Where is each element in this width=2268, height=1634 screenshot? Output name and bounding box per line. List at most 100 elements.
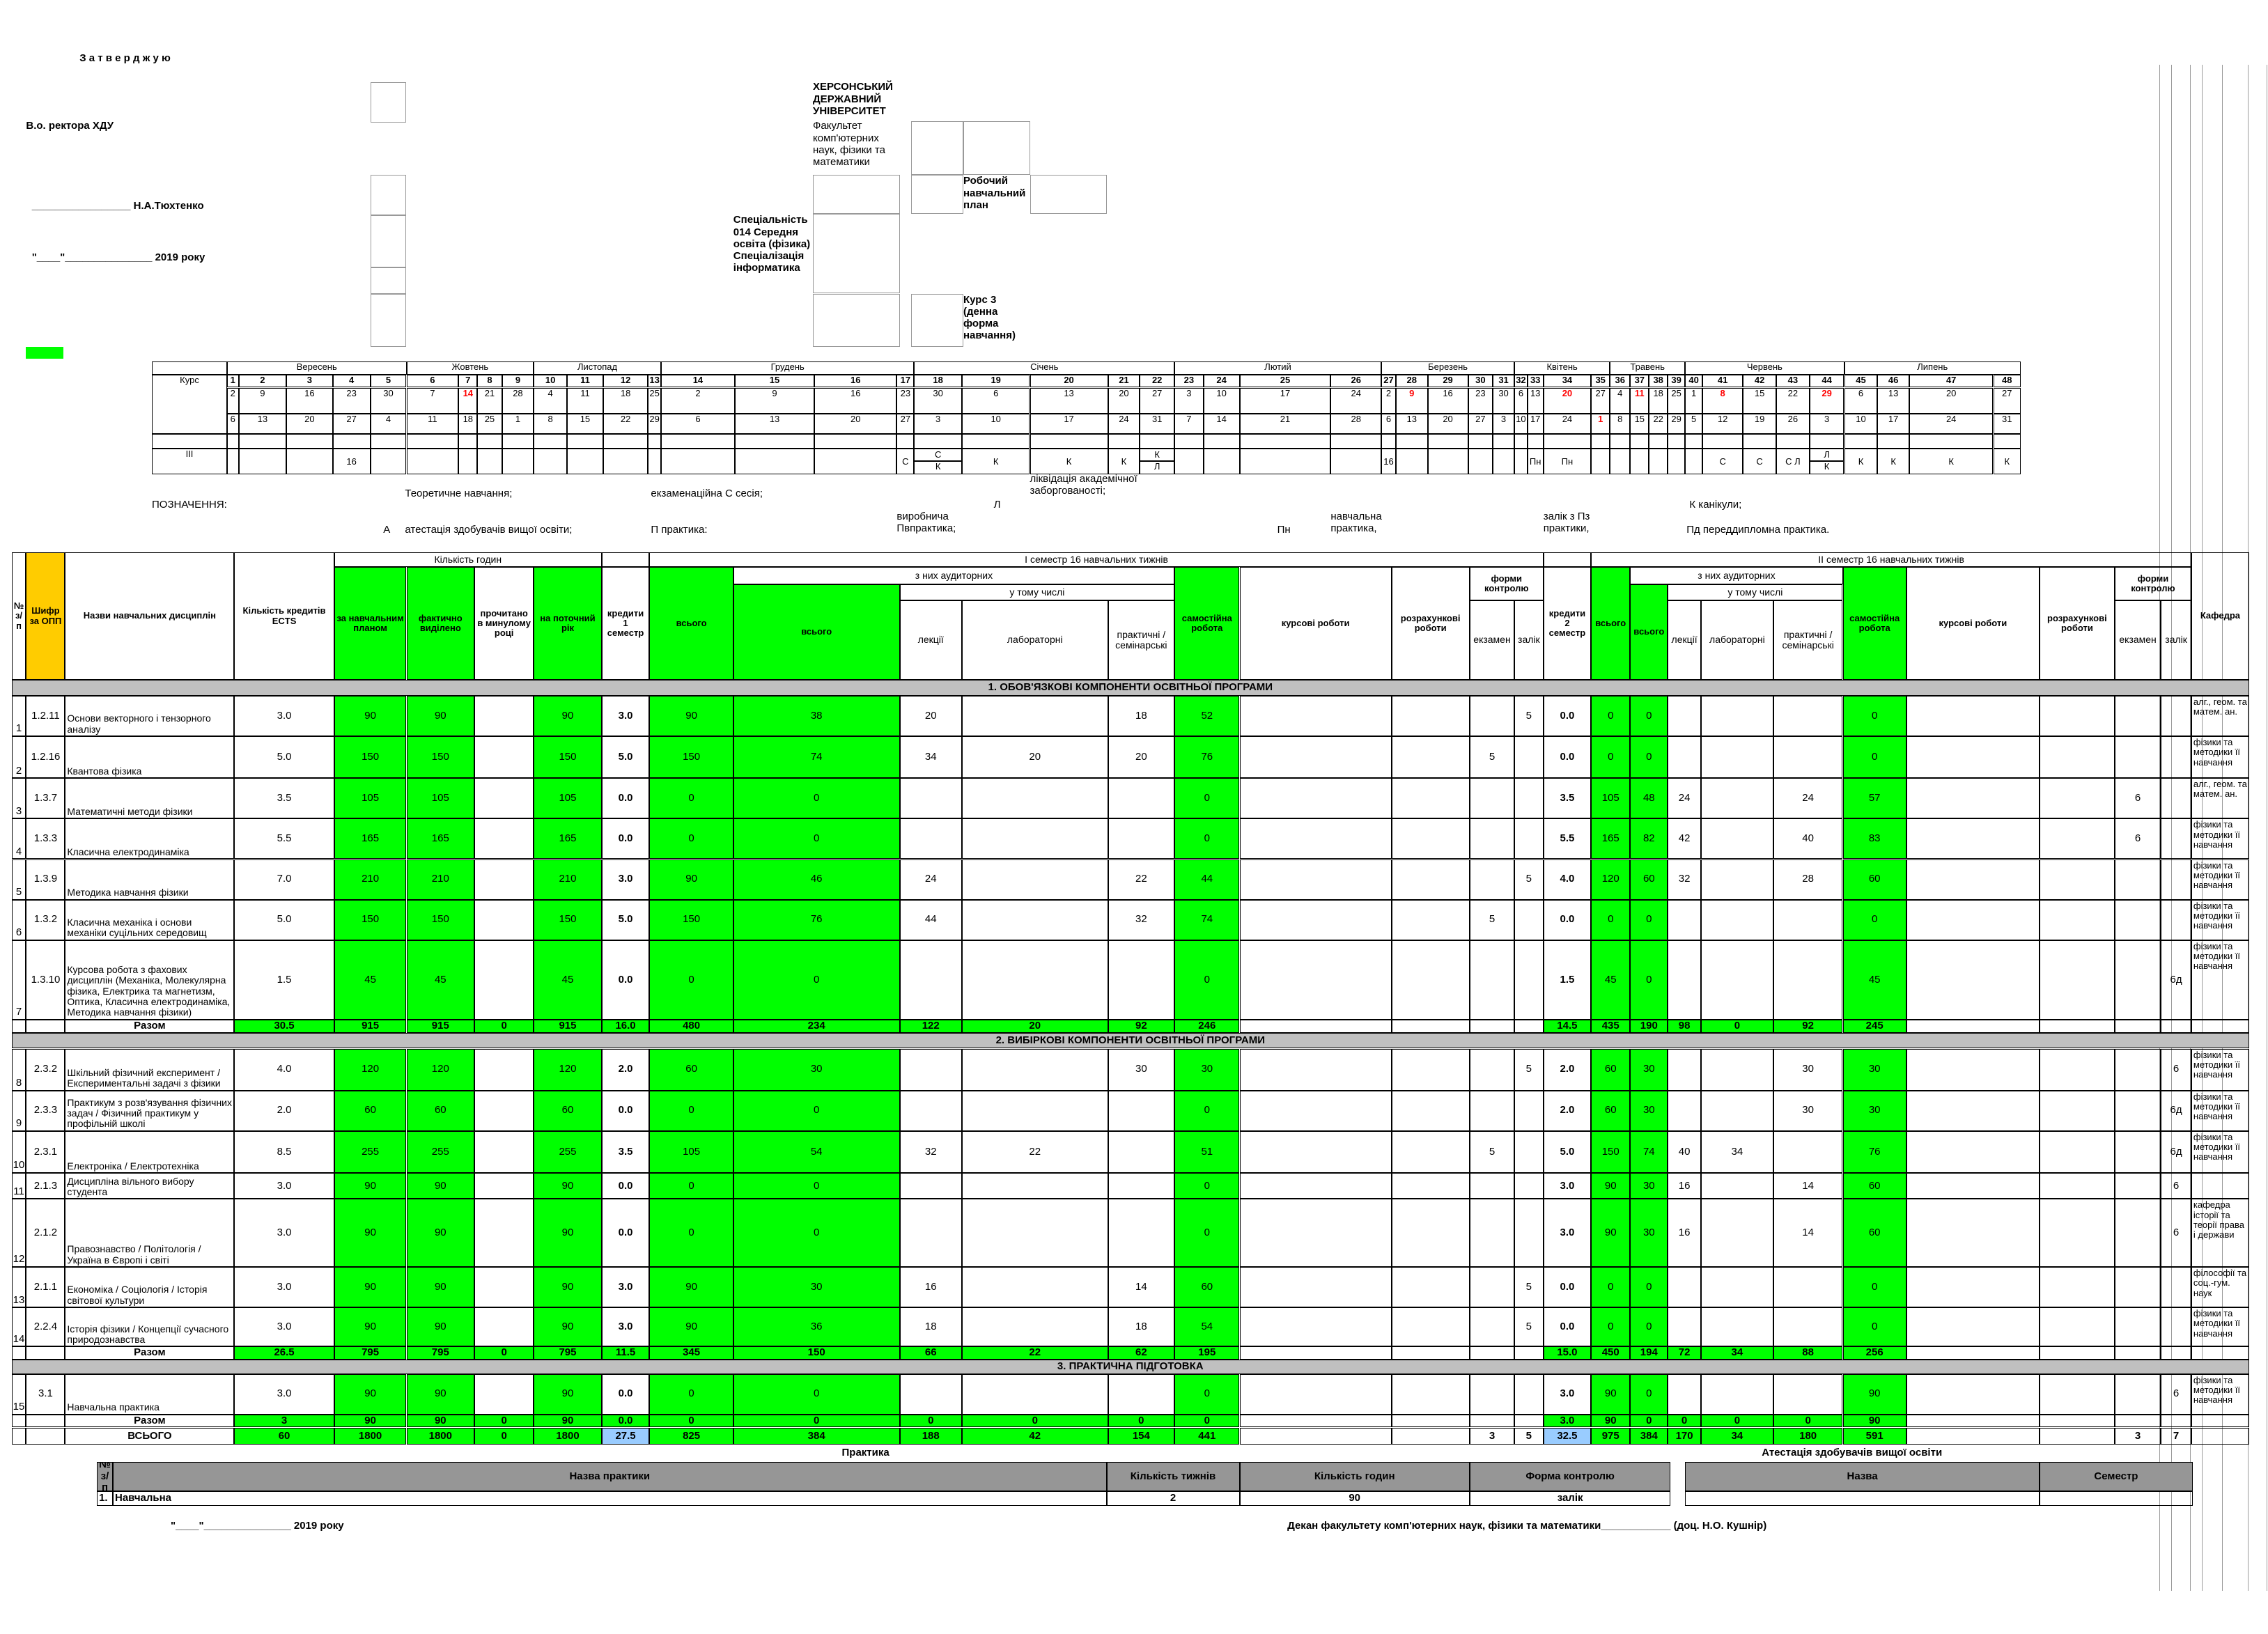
table-cell [1391, 1427, 1470, 1445]
table-cell: 1.2.16 [26, 736, 65, 779]
table-cell [1469, 1020, 1515, 1033]
table-cell [2114, 1173, 2161, 1199]
calendar-mark: Л [1809, 448, 1844, 462]
discipline-name: Квантова фізика [65, 736, 235, 779]
table-cell: 32 [1108, 899, 1175, 940]
table-cell [474, 1374, 534, 1415]
calendar-activity [603, 448, 648, 475]
calendar-date: 10 [961, 413, 1030, 434]
course-info: Курс 3 (денна форма навчання) [963, 293, 1016, 342]
calendar-day-type [1514, 434, 1528, 449]
discipline-name: Економіка / Соціологія / Історія світово… [65, 1267, 235, 1308]
calendar-day-type [1468, 434, 1493, 449]
table-header: ІІ семестр 16 навчальних тижнів [1591, 552, 2191, 567]
table-cell: 16.0 [601, 1020, 650, 1033]
table-cell [899, 1199, 962, 1267]
table-cell [2161, 899, 2191, 940]
calendar-day-type [1203, 434, 1240, 449]
discipline-name: Методика навчання фізики [65, 859, 235, 900]
calendar-day-type [238, 434, 287, 449]
table-cell: 3.0 [1543, 1199, 1592, 1267]
discipline-name: Разом [65, 1414, 235, 1428]
calendar-day-type [1108, 434, 1140, 449]
calendar-week: 7 [458, 374, 478, 388]
grid-edge [2159, 65, 2161, 1592]
table-cell [1108, 818, 1175, 859]
table-cell: 18 [1108, 695, 1175, 736]
table-cell: 60 [1842, 1173, 1906, 1199]
table-cell: 5.5 [234, 818, 334, 859]
calendar-week: 24 [1203, 374, 1240, 388]
calendar-week: 48 [1993, 374, 2021, 388]
table-cell: 42 [961, 1427, 1108, 1445]
table-cell [1701, 1199, 1773, 1267]
table-cell [474, 695, 534, 736]
table-cell: 0 [474, 1346, 534, 1360]
table-header: у тому числі [1668, 584, 1843, 600]
table-cell [1701, 736, 1773, 779]
calendar-week: 15 [734, 374, 815, 388]
table-cell [899, 1090, 962, 1131]
table-cell: 76 [733, 899, 900, 940]
table-cell: 0 [1630, 1267, 1668, 1308]
table-cell [2039, 899, 2115, 940]
table-cell [2039, 736, 2115, 779]
table-header: практичні /семінарські [1773, 600, 1843, 680]
discipline-name: Класична механіка і основи механіки суці… [65, 899, 235, 940]
table-cell: 1800 [406, 1427, 475, 1445]
table-cell [2039, 940, 2115, 1020]
table-header: кредити 1 семестр [601, 567, 650, 680]
table-cell [1469, 1090, 1515, 1131]
table-cell [2114, 695, 2161, 736]
practice-cell: 90 [1239, 1491, 1470, 1506]
table-cell: 90 [334, 1267, 407, 1308]
calendar-week: 3 [286, 374, 333, 388]
table-cell: 83 [1842, 818, 1906, 859]
table-cell [474, 778, 534, 819]
table-cell [1701, 1173, 1773, 1199]
table-cell: 1.3.7 [26, 778, 65, 819]
calendar-date: 24 [1543, 413, 1592, 434]
table-cell: 48 [1630, 778, 1668, 819]
calendar-week: 1 [227, 374, 239, 388]
calendar-date: 23 [332, 387, 371, 414]
table-cell [961, 1048, 1108, 1091]
table-cell: 0 [899, 1414, 962, 1428]
table-cell [1239, 1307, 1392, 1347]
table-cell: 0 [1174, 940, 1240, 1020]
table-cell: 0 [1630, 1307, 1668, 1347]
calendar-day-type [603, 434, 648, 449]
table-cell [1668, 899, 1701, 940]
calendar-mark: С [1702, 448, 1743, 475]
table-cell: 0.0 [1543, 1307, 1592, 1347]
table-cell [2039, 1414, 2115, 1428]
calendar-mark: Пн [1527, 448, 1544, 475]
table-cell: 16 [1668, 1173, 1701, 1199]
discipline-name: Разом [65, 1020, 235, 1033]
table-cell: 0 [1591, 899, 1631, 940]
table-cell: 22 [961, 1346, 1108, 1360]
calendar-month: Лютий [1174, 361, 1381, 375]
calendar-mark: К [1844, 448, 1878, 475]
table-cell [2039, 1374, 2115, 1415]
table-cell: 18 [899, 1307, 962, 1347]
table-cell: 6 [2161, 1173, 2191, 1199]
practice-header: Кількість тижнів [1106, 1462, 1240, 1491]
table-cell: 90 [649, 1267, 733, 1308]
table-cell: 2.0 [1543, 1048, 1592, 1091]
table-cell [961, 1374, 1108, 1415]
table-cell [961, 1307, 1108, 1347]
table-cell: 915 [334, 1020, 407, 1033]
table-cell: 6 [2114, 818, 2161, 859]
discipline-name: Математичні методи фізики [65, 778, 235, 819]
calendar-date: 17 [1527, 413, 1544, 434]
calendar-day-type [1395, 434, 1428, 449]
table-cell [474, 1199, 534, 1267]
table-header: Назви навчальних дисциплін [65, 552, 235, 680]
calendar-date: 20 [814, 413, 897, 434]
table-cell [1514, 1173, 1544, 1199]
table-cell [1514, 1130, 1544, 1173]
table-cell: 150 [334, 899, 407, 940]
calendar-day-type [1809, 434, 1844, 449]
